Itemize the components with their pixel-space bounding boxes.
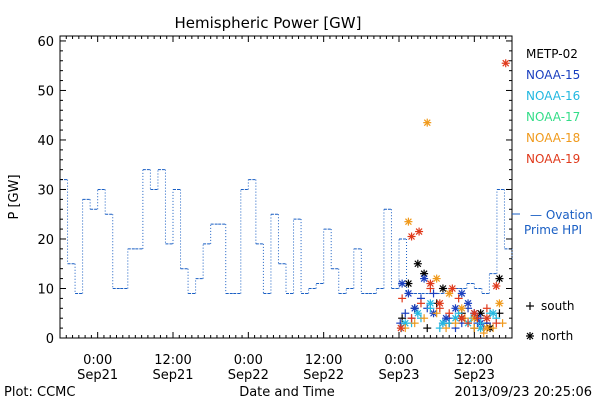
scatter-point-noaa-19-south xyxy=(492,319,501,328)
scatter-point-noaa-16-north xyxy=(426,299,435,308)
scatter-point-noaa-19-south xyxy=(454,294,463,303)
scatter-point-noaa-18-south xyxy=(470,324,479,333)
marker-legend-label: north xyxy=(541,329,573,343)
x-tick-label-time: 12:00 xyxy=(154,353,191,368)
x-tick-label-time: 0:00 xyxy=(83,353,112,368)
scatter-point-noaa-16-north xyxy=(413,309,422,318)
x-axis-label: Date and Time xyxy=(239,385,335,400)
scatter-point-noaa-19-north xyxy=(457,314,466,323)
scatter-point-noaa-16-north xyxy=(401,319,410,328)
scatter-point-noaa-15-north xyxy=(442,314,451,323)
scatter-point-noaa-15-south xyxy=(429,289,438,298)
y-tick-label: 20 xyxy=(37,233,54,248)
x-tick-label-time: 0:00 xyxy=(384,353,413,368)
scatter-point-noaa-15-north xyxy=(404,289,413,298)
scatter-point-noaa-19-north xyxy=(407,232,416,241)
legend-entry-noaa-17: NOAA-17 xyxy=(526,110,580,124)
marker-legend-label: south xyxy=(541,299,575,313)
scatter-point-noaa-19-south xyxy=(445,309,454,318)
scatter-point-metp-02-south xyxy=(423,324,432,333)
scatter-point-metp-02-south xyxy=(398,314,407,323)
x-tick-label-date: Sep22 xyxy=(228,368,269,383)
scatter-point-noaa-19-north xyxy=(435,299,444,308)
scatter-point-metp-02-north xyxy=(438,284,447,293)
scatter-point-noaa-19-north xyxy=(415,227,424,236)
x-tick-label-time: 12:00 xyxy=(305,353,342,368)
ovation-label-line1: — Ovation xyxy=(530,208,593,222)
scatter-point-noaa-19-south xyxy=(482,304,491,313)
legend-entry-noaa-18: NOAA-18 xyxy=(526,131,580,145)
x-tick-label-date: Sep23 xyxy=(378,368,419,383)
scatter-point-noaa-15-north xyxy=(457,289,466,298)
scatter-point-noaa-19-south xyxy=(473,314,482,323)
legend-entry-noaa-19: NOAA-19 xyxy=(526,152,580,166)
x-tick-label-time: 12:00 xyxy=(456,353,493,368)
scatter-point-noaa-18-north xyxy=(495,299,504,308)
scatter-point-noaa-18-south xyxy=(451,319,460,328)
scatter-point-metp-02-north xyxy=(495,274,504,283)
x-tick-label-time: 0:00 xyxy=(234,353,263,368)
scatter-point-metp-02-north xyxy=(413,259,422,268)
scatter-point-metp-02-north xyxy=(420,269,429,278)
ovation-label-line2: Prime HPI xyxy=(524,223,582,237)
scatter-point-noaa-18-south xyxy=(432,309,441,318)
scatter-point-noaa-18-north xyxy=(404,217,413,226)
legend-entry-metp-02: METP-02 xyxy=(526,47,578,61)
y-tick-label: 40 xyxy=(37,134,54,149)
scatter-point-noaa-19-north xyxy=(501,59,510,68)
y-axis-label: P [GW] xyxy=(7,174,22,219)
legend: METP-02 NOAA-15 NOAA-16 NOAA-17 NOAA-18 NOAA-… xyxy=(526,47,580,166)
scatter-point-noaa-16-south xyxy=(454,309,463,318)
y-tick-label: 10 xyxy=(37,282,54,297)
scatter-point-noaa-19-north xyxy=(492,282,501,291)
scatter-point-noaa-18-north xyxy=(482,324,491,333)
x-tick-label-date: Sep21 xyxy=(77,368,118,383)
scatter-point-noaa-19-south xyxy=(464,319,473,328)
scatter-point-noaa-18-north xyxy=(423,118,432,127)
scatter-point-noaa-18-south xyxy=(442,324,451,333)
scatter-point-noaa-19-south xyxy=(398,294,407,303)
legend-entry-noaa-15: NOAA-15 xyxy=(526,68,580,82)
scatter-point-noaa-19-north xyxy=(426,279,435,288)
scatter-point-noaa-15-north xyxy=(464,299,473,308)
scatter-point-noaa-18-north xyxy=(457,304,466,313)
scatter-point-noaa-19-north xyxy=(470,309,479,318)
x-tick-label-date: Sep22 xyxy=(303,368,344,383)
satellite-scatter xyxy=(396,59,510,338)
scatter-point-metp-02-north xyxy=(404,279,413,288)
chart-title: Hemispheric Power [GW] xyxy=(175,14,362,32)
scatter-point-noaa-18-south xyxy=(410,319,419,328)
scatter-point-noaa-19-south xyxy=(407,314,416,323)
scatter-point-noaa-16-north xyxy=(489,309,498,318)
scatter-point-noaa-15-north xyxy=(398,279,407,288)
scatter-point-noaa-19-north xyxy=(448,284,457,293)
y-tick-label: 50 xyxy=(37,84,54,99)
scatter-point-noaa-16-north xyxy=(438,319,447,328)
scatter-point-noaa-19-south xyxy=(416,299,425,308)
legend-entry-noaa-16: NOAA-16 xyxy=(526,89,580,103)
scatter-point-noaa-18-north xyxy=(445,289,454,298)
scatter-point-noaa-19-north xyxy=(396,324,405,333)
marker-legend: south north xyxy=(526,299,575,343)
scatter-point-noaa-15-north xyxy=(420,274,429,283)
x-tick-label-date: Sep23 xyxy=(454,368,495,383)
scatter-point-noaa-15-north xyxy=(410,304,419,313)
scatter-point-noaa-18-south xyxy=(420,314,429,323)
scatter-point-noaa-19-north xyxy=(482,314,491,323)
y-tick-label: 0 xyxy=(46,332,54,347)
scatter-point-noaa-18-north xyxy=(432,274,441,283)
y-tick-label: 60 xyxy=(37,35,54,50)
marker-legend-north: north xyxy=(526,329,573,343)
y-tick-label: 30 xyxy=(37,183,54,198)
x-axis: 0:00Sep2112:00Sep210:00Sep2212:00Sep220:… xyxy=(59,36,513,383)
footer-plot-source: Plot: CCMC xyxy=(4,385,75,400)
y-axis: 0 10 20 30 40 50 60 xyxy=(37,35,512,347)
ovation-hpi-series xyxy=(60,169,513,294)
scatter-point-noaa-15-south xyxy=(401,309,410,318)
scatter-point-noaa-18-south xyxy=(479,329,488,338)
x-tick-label-date: Sep21 xyxy=(152,368,193,383)
footer-timestamp: 2013/09/23 20:25:06 xyxy=(455,385,592,400)
marker-legend-south: south xyxy=(526,299,575,313)
